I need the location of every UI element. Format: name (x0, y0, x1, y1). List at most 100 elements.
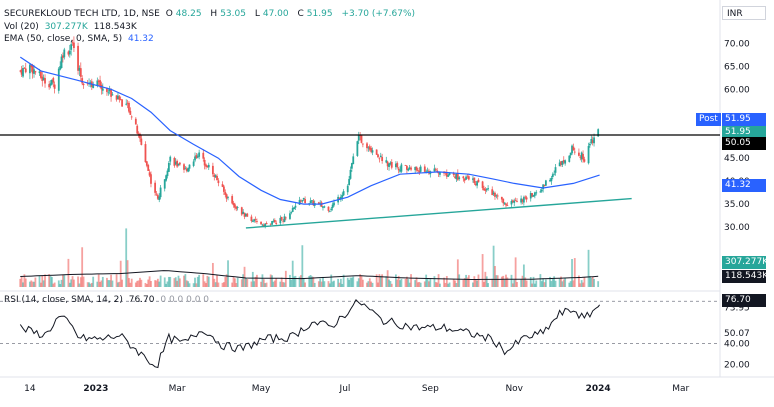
ema-legend: EMA (50, close, 0, SMA, 5) 41.32 (4, 33, 157, 45)
price-tick-label: 60.00 (724, 85, 750, 95)
candle-body (291, 208, 294, 212)
candle-body (554, 167, 557, 173)
volume-bar (86, 282, 89, 287)
candle-body (136, 125, 139, 134)
volume-bar (250, 281, 253, 287)
candle-body (211, 165, 214, 175)
volume-bar (359, 274, 362, 287)
volume-bar (562, 279, 565, 287)
candle-body (560, 161, 562, 165)
volume-bar (107, 280, 110, 287)
candle-body (417, 170, 419, 171)
candle-body (455, 173, 458, 180)
volume-bar (337, 278, 340, 287)
support-trendline (245, 197, 632, 229)
volume-bar (67, 258, 70, 287)
volume-bar (97, 274, 100, 287)
volume-bar (31, 281, 34, 287)
candle-body (203, 159, 206, 166)
currency-selector[interactable]: INR (722, 6, 766, 20)
volume-bar (496, 275, 499, 287)
volume-bar (110, 274, 112, 287)
volume-bar (476, 280, 478, 287)
volume-bar (349, 277, 352, 287)
volume-bar (217, 282, 220, 287)
volume-bar (106, 277, 108, 287)
low-label: L 47.00 (254, 9, 289, 19)
volume-bar (472, 282, 474, 287)
volume-bar (232, 277, 235, 287)
candle-body (214, 175, 217, 178)
candle-body (235, 206, 238, 209)
volume-bar (271, 275, 273, 287)
candle-body (491, 189, 494, 196)
volume-bar (77, 276, 79, 287)
candle-body (129, 110, 132, 115)
volume-bar (302, 278, 305, 287)
candle-body (524, 196, 527, 198)
volume-bar (174, 277, 177, 287)
volume-bar (63, 275, 66, 287)
candle-body (232, 203, 235, 206)
volume-bar (156, 278, 159, 287)
candle-body (377, 154, 379, 158)
volume-bar (145, 283, 148, 287)
volume-bar (144, 282, 147, 287)
volume-bar (289, 274, 291, 287)
time-tick-label: 2023 (83, 384, 108, 394)
candle-body (246, 213, 249, 217)
candle-body (59, 66, 62, 70)
volume-bar (301, 245, 304, 287)
volume-bar (125, 228, 128, 287)
volume-bar (213, 278, 216, 287)
candles-group (19, 36, 600, 229)
candle-body (158, 196, 161, 200)
volume-bar (235, 283, 238, 287)
symbol-title: SECUREKLOUD TECH LTD, 1D, NSE (4, 9, 160, 19)
volume-bar (115, 274, 118, 287)
candle-body (130, 116, 133, 118)
candle-body (159, 187, 162, 198)
candle-body (360, 135, 363, 143)
volume-bar (39, 282, 42, 287)
candle-body (117, 95, 119, 100)
volume-bar (414, 280, 417, 287)
rsi-value-tag: 76.70 (722, 294, 766, 307)
candle-body (506, 205, 509, 207)
volume-bar (436, 282, 439, 287)
candle-body (531, 193, 534, 197)
candle-body (349, 169, 352, 179)
candle-body (242, 211, 245, 215)
volume-bar (467, 275, 470, 287)
volume-bar (198, 274, 201, 287)
volume-bar (361, 279, 364, 287)
rsi-legend-label: RSI (14, close, SMA, 14, 2) (4, 295, 123, 305)
candle-body (60, 56, 63, 69)
candle-body (107, 92, 110, 94)
volume-bar (492, 245, 495, 287)
candle-body (216, 175, 218, 181)
price-tick-label: 70.00 (724, 39, 750, 49)
volume-bar (38, 275, 41, 287)
volume-bar (487, 283, 489, 287)
price-tick-label: 30.00 (724, 223, 750, 233)
candle-body (352, 156, 355, 165)
volume-bar (544, 279, 547, 287)
post-market-label: Post (696, 113, 721, 126)
candle-body (185, 168, 188, 171)
candle-body (339, 196, 342, 200)
volume-bar (549, 276, 551, 287)
volume-bar (448, 282, 451, 287)
candle-body (520, 198, 523, 203)
candle-body (399, 170, 401, 172)
candle-body (300, 200, 302, 202)
volume-bar (525, 280, 528, 287)
candle-body (282, 220, 284, 222)
candle-body (195, 155, 198, 158)
candle-body (148, 172, 151, 176)
candle-body (41, 76, 44, 82)
volume-bar (532, 276, 535, 287)
volume-bar (491, 278, 494, 287)
candle-body (476, 181, 478, 186)
volume-bar (543, 282, 546, 287)
